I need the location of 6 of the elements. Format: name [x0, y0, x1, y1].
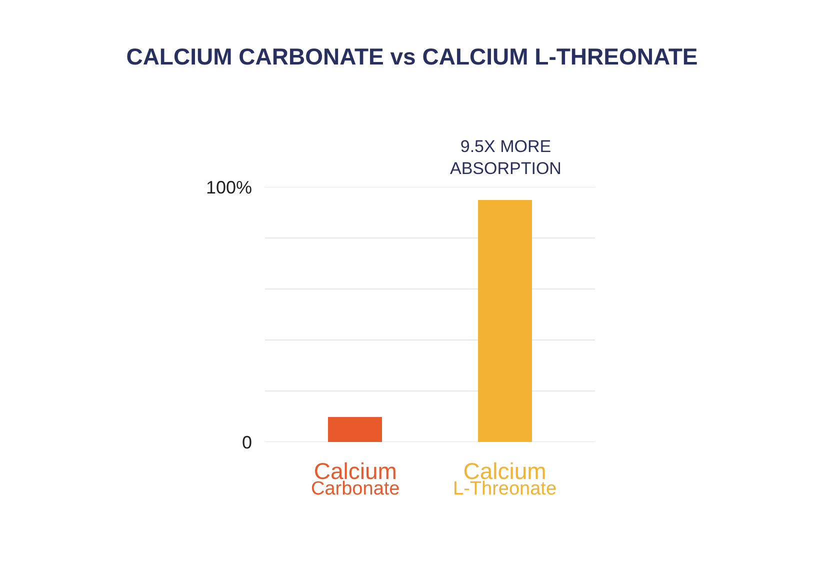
y-tick-label: 100% — [206, 177, 252, 198]
x-tick-label: Calcium L-Threonate — [453, 458, 557, 500]
annotation: 9.5X MORE ABSORPTION — [450, 137, 562, 178]
chart-title: CALCIUM CARBONATE vs CALCIUM L-THREONATE — [126, 43, 698, 70]
x-tick-label: Calcium Carbonate — [311, 458, 400, 500]
y-tick-label: 0 — [242, 432, 252, 452]
